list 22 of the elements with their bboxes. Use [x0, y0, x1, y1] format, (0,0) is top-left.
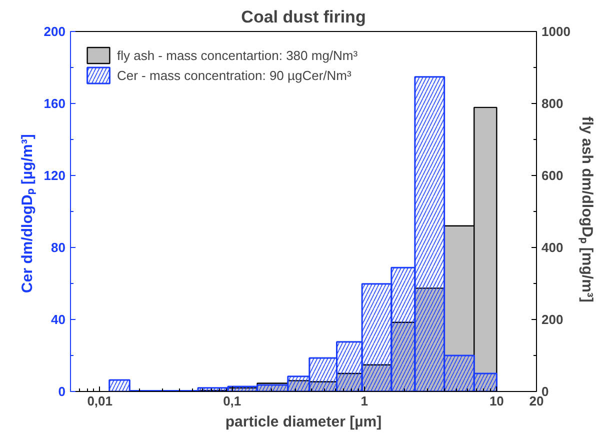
y2-tick-label: 0: [542, 384, 549, 399]
x-tick-label: 1: [360, 394, 368, 408]
y-tick-label: 200: [44, 24, 66, 39]
y-tick-label: 80: [51, 240, 66, 255]
y2-tick-label: 800: [542, 96, 564, 111]
y-tick-label: 40: [51, 312, 66, 327]
y-tick-label: 0: [58, 384, 66, 399]
y-axis-title: Cer dm/dlogDₚ [µg/m³]: [18, 134, 36, 293]
legend-label: Cer - mass concentration: 90 µgCer/Nm³: [117, 68, 352, 82]
y2-axis-title: fly ash dm/dlogDₚ [mg/m³]: [578, 116, 596, 302]
y-tick-label: 120: [44, 168, 66, 183]
legend-label: fly ash - mass concentartion: 380 mg/Nm³: [117, 48, 358, 62]
x-tick-label: 0,01: [87, 394, 113, 408]
y2-tick-label: 600: [542, 168, 564, 183]
y2-tick-label: 200: [542, 312, 564, 327]
y2-tick-label: 1000: [542, 24, 570, 39]
y-tick-label: 160: [44, 96, 66, 111]
chart-title: Coal dust firing: [241, 8, 366, 26]
x-tick-label: 0,1: [223, 394, 242, 408]
x-axis-title: particle diameter [µm]: [225, 414, 382, 430]
x-tick-label: 10: [489, 394, 504, 408]
y2-tick-label: 400: [542, 240, 564, 255]
